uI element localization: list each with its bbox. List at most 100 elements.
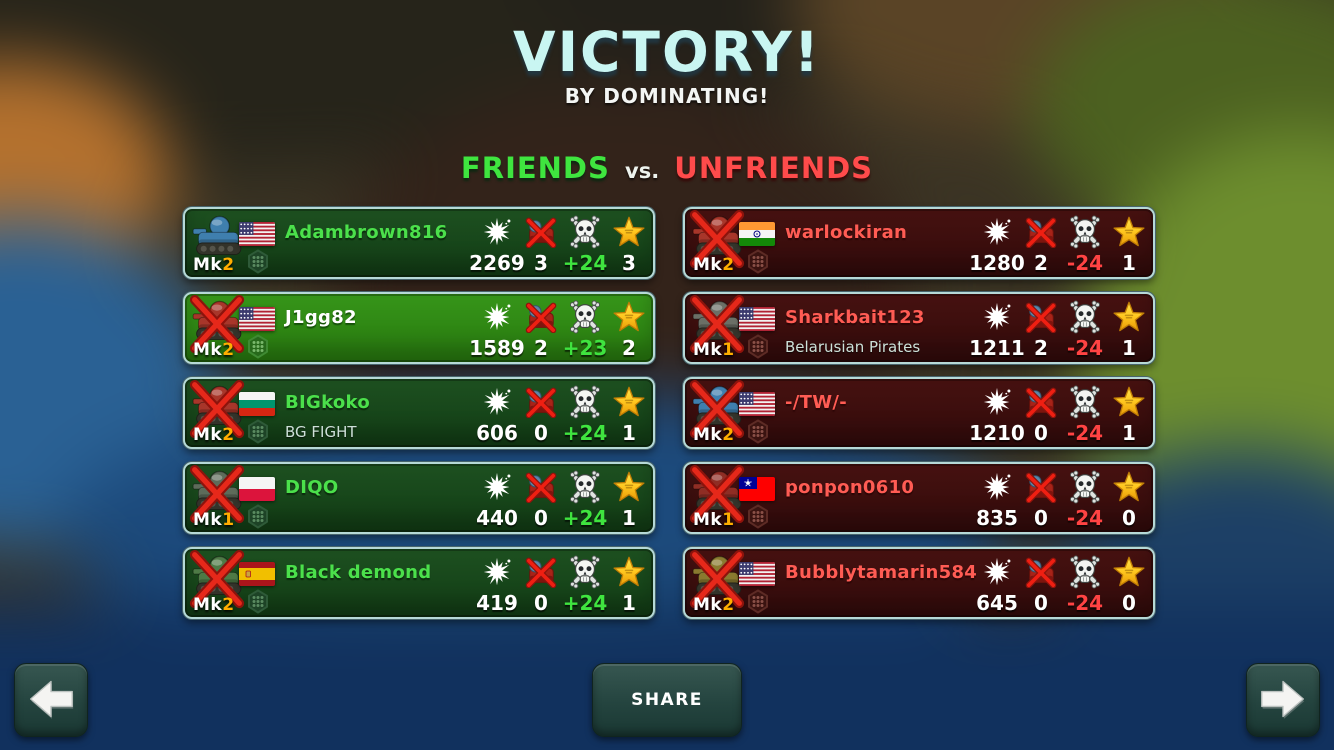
kills-value: 0 <box>534 591 548 615</box>
star-icon <box>601 298 657 335</box>
tank-avatar: Mk1 <box>685 294 749 361</box>
player-row[interactable]: Mk2 -/TW/- 1210 0 -24 1 <box>683 377 1155 449</box>
burst-icon <box>469 298 525 335</box>
stat-damage: 1280 <box>969 213 1025 275</box>
stat-rating-change: +24 <box>557 383 613 445</box>
tank-mark-level: Mk1 <box>193 510 235 530</box>
mk-label: Mk <box>693 255 723 275</box>
tank-mark-level: Mk2 <box>693 595 735 615</box>
damage-value: 1210 <box>969 421 1025 445</box>
country-flag-icon <box>739 562 775 586</box>
stat-kills: 0 <box>513 468 569 530</box>
destroyed-tank-icon <box>1013 468 1069 505</box>
destroyed-cross-icon <box>685 294 749 356</box>
mk-level-value: 2 <box>222 255 235 275</box>
stat-kills: 0 <box>513 383 569 445</box>
burst-icon <box>969 468 1025 505</box>
country-flag-icon <box>239 222 275 246</box>
destroyed-tank-icon <box>513 468 569 505</box>
stat-damage: 419 <box>469 553 525 615</box>
stat-kills: 0 <box>1013 468 1069 530</box>
burst-icon <box>469 553 525 590</box>
player-name: Black demond <box>285 562 432 583</box>
kills-value: 0 <box>534 421 548 445</box>
kills-value: 0 <box>1034 421 1048 445</box>
tank-avatar: Mk2 <box>185 549 249 616</box>
share-button[interactable]: SHARE <box>592 663 742 737</box>
damage-value: 1280 <box>969 251 1025 275</box>
previous-page-button[interactable] <box>14 663 88 737</box>
destroyed-cross-icon <box>685 549 749 611</box>
stat-stars: 1 <box>601 468 657 530</box>
skull-crossbones-icon <box>1057 383 1113 420</box>
burst-icon <box>469 213 525 250</box>
stat-rating-change: +24 <box>557 213 613 275</box>
rating-delta-value: -24 <box>1066 336 1104 360</box>
tank-mark-level: Mk2 <box>193 595 235 615</box>
friends-column: Mk2 Adambrown816 2269 3 +24 3 Mk2 J1g <box>183 207 655 619</box>
stars-value: 3 <box>622 251 636 275</box>
stat-kills: 2 <box>513 298 569 360</box>
damage-value: 835 <box>976 506 1018 530</box>
stat-kills: 2 <box>1013 213 1069 275</box>
kills-value: 2 <box>1034 251 1048 275</box>
player-row[interactable]: Mk2 BIGkoko BG FIGHT 606 0 +24 1 <box>183 377 655 449</box>
stat-damage: 1210 <box>969 383 1025 445</box>
tank-mark-level: Mk2 <box>693 255 735 275</box>
next-page-button[interactable] <box>1246 663 1320 737</box>
mk-level-value: 1 <box>222 510 235 530</box>
player-row[interactable]: Mk1 ponpon0610 835 0 -24 0 <box>683 462 1155 534</box>
country-flag-icon <box>739 392 775 416</box>
star-icon <box>1101 468 1157 505</box>
stat-stars: 1 <box>1101 298 1157 360</box>
player-row[interactable]: Mk2 Adambrown816 2269 3 +24 3 <box>183 207 655 279</box>
stars-value: 1 <box>1122 251 1136 275</box>
tank-avatar: Mk2 <box>188 294 248 361</box>
player-row[interactable]: Mk2 warlockiran 1280 2 -24 1 <box>683 207 1155 279</box>
tank-mark-level: Mk2 <box>693 425 735 445</box>
stars-value: 1 <box>1122 336 1136 360</box>
stat-rating-change: -24 <box>1057 383 1113 445</box>
stat-damage: 606 <box>469 383 525 445</box>
player-row[interactable]: Mk2 Black demond 419 0 +24 1 <box>183 547 655 619</box>
stat-kills: 0 <box>1013 383 1069 445</box>
stars-value: 0 <box>1122 591 1136 615</box>
rating-delta-value: +24 <box>562 591 608 615</box>
skull-crossbones-icon <box>557 298 613 335</box>
mk-level-value: 2 <box>222 340 235 360</box>
star-icon <box>1101 298 1157 335</box>
kills-value: 0 <box>1034 506 1048 530</box>
stat-kills: 0 <box>513 553 569 615</box>
clan-name: Belarusian Pirates <box>785 338 921 356</box>
stat-damage: 440 <box>469 468 525 530</box>
stat-kills: 3 <box>513 213 569 275</box>
stat-damage: 645 <box>969 553 1025 615</box>
player-row[interactable]: Mk2 Bubblytamarin584 645 0 -24 0 <box>683 547 1155 619</box>
destroyed-cross-icon <box>185 464 249 526</box>
player-row[interactable]: Mk1 DIQO 440 0 +24 1 <box>183 462 655 534</box>
tank-mark-level: Mk2 <box>193 255 235 275</box>
mk-level-value: 1 <box>722 340 735 360</box>
damage-value: 419 <box>476 591 518 615</box>
destroyed-tank-icon <box>1013 383 1069 420</box>
rating-delta-value: -24 <box>1066 251 1104 275</box>
unfriends-column: Mk2 warlockiran 1280 2 -24 1 Mk1 Shar <box>683 207 1155 619</box>
tank-icon <box>189 212 245 258</box>
tank-avatar: Mk2 <box>688 209 748 276</box>
player-row[interactable]: Mk2 J1gg82 1589 2 +23 2 <box>183 292 655 364</box>
damage-value: 645 <box>976 591 1018 615</box>
country-flag-icon <box>739 477 775 501</box>
clan-name: BG FIGHT <box>285 423 357 441</box>
mk-level-value: 2 <box>722 255 735 275</box>
kills-value: 2 <box>1034 336 1048 360</box>
star-icon <box>601 468 657 505</box>
player-row[interactable]: Mk1 Sharkbait123 Belarusian Pirates 1211… <box>683 292 1155 364</box>
stat-rating-change: -24 <box>1057 553 1113 615</box>
stat-stars: 1 <box>1101 213 1157 275</box>
star-icon <box>1101 383 1157 420</box>
destroyed-cross-icon <box>185 549 249 611</box>
arrow-right-icon <box>1259 675 1307 726</box>
destroyed-tank-icon <box>513 553 569 590</box>
stat-rating-change: -24 <box>1057 298 1113 360</box>
